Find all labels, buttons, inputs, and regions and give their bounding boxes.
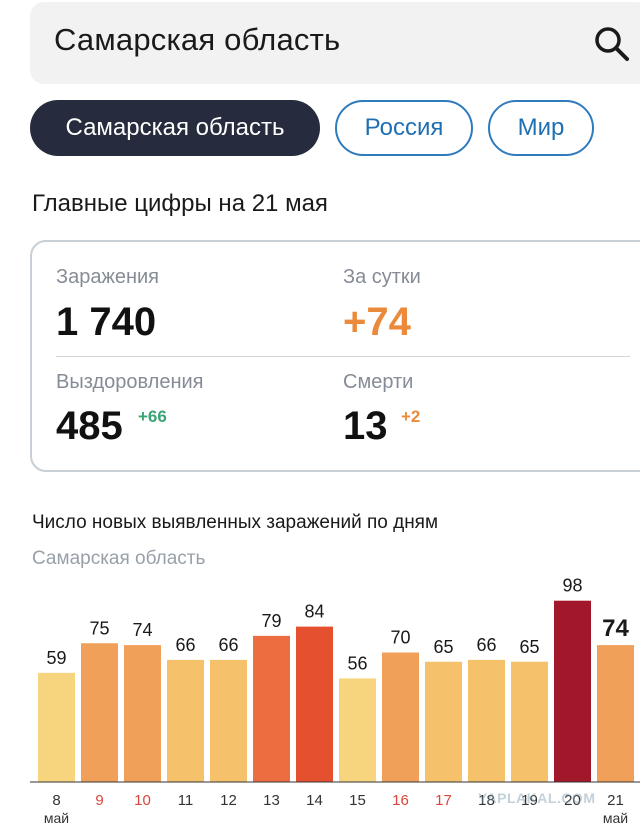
- chart-bar: [210, 659, 247, 782]
- chart-bar: [253, 635, 290, 782]
- chart-bar: [597, 645, 634, 782]
- daily-cases-chart: 598май7597410661166127913841456157016651…: [30, 576, 640, 826]
- deaths-delta: +2: [401, 407, 421, 426]
- x-tick-label: 15: [349, 792, 366, 809]
- recoveries-value: 485: [56, 404, 123, 448]
- chart-bar: [382, 652, 419, 782]
- x-tick-label: 14: [306, 792, 323, 809]
- x-tick-label: 19: [521, 792, 538, 809]
- deaths-value: 13: [343, 404, 388, 448]
- chart-title: Число новых выявленных заражений по дням: [32, 512, 439, 533]
- chart-bar: [167, 659, 204, 782]
- bar-value-label: 56: [347, 653, 367, 673]
- tab-samara-region[interactable]: Самарская область: [30, 100, 320, 156]
- tab-russia[interactable]: Россия: [335, 100, 473, 156]
- search-input[interactable]: Самарская область: [54, 22, 341, 57]
- per-day-label: За сутки: [343, 266, 421, 288]
- recoveries-label: Выздоровления: [56, 371, 204, 393]
- bar-value-label: 84: [304, 602, 324, 622]
- tab-world[interactable]: Мир: [488, 100, 594, 156]
- infections-value: 1 740: [56, 300, 157, 344]
- chart-bar: [554, 600, 591, 782]
- deaths-label: Смерти: [343, 371, 414, 393]
- infections-label: Заражения: [56, 266, 159, 288]
- search-icon[interactable]: [592, 24, 632, 64]
- x-tick-label: 17: [435, 792, 452, 809]
- watermark: YAPLAKAL.COM: [478, 790, 596, 806]
- chart-bar: [38, 672, 75, 782]
- bar-value-label: 59: [46, 648, 66, 668]
- card-divider: [56, 356, 630, 357]
- bar-value-label: 79: [261, 611, 281, 631]
- bar-value-label: 66: [218, 635, 238, 655]
- chart-bar: [339, 678, 376, 782]
- bar-value-label: 74: [602, 615, 629, 642]
- x-tick-label: 16: [392, 792, 409, 809]
- search-bar[interactable]: Самарская область: [30, 2, 640, 84]
- bar-value-label: 66: [175, 635, 195, 655]
- x-tick-label: 8: [52, 792, 60, 809]
- summary-card: [30, 240, 640, 472]
- chart-bar: [124, 645, 161, 782]
- month-label: май: [44, 810, 69, 826]
- bar-value-label: 70: [390, 628, 410, 648]
- bar-value-label: 65: [519, 637, 539, 657]
- chart-bar: [81, 643, 118, 782]
- chart-subtitle: Самарская область: [32, 548, 206, 569]
- bar-value-label: 74: [132, 620, 152, 640]
- bar-value-label: 98: [562, 576, 582, 596]
- x-tick-label: 11: [178, 792, 194, 809]
- x-tick-label: 10: [134, 792, 151, 809]
- chart-bar: [425, 661, 462, 782]
- per-day-value: +74: [343, 300, 411, 344]
- chart-bar: [511, 661, 548, 782]
- x-tick-label: 13: [263, 792, 280, 809]
- bar-value-label: 66: [476, 635, 496, 655]
- x-tick-label: 12: [220, 792, 237, 809]
- summary-heading: Главные цифры на 21 мая: [32, 190, 328, 217]
- x-tick-label: 9: [95, 792, 103, 809]
- x-tick-label: 20: [564, 792, 581, 809]
- bar-value-label: 75: [89, 618, 109, 638]
- chart-bar: [296, 626, 333, 782]
- month-label: май: [603, 810, 628, 826]
- x-tick-label: 21: [607, 792, 624, 809]
- chart-bar: [468, 659, 505, 782]
- bar-value-label: 65: [433, 637, 453, 657]
- x-tick-label: 18: [478, 792, 495, 809]
- recoveries-delta: +66: [138, 407, 167, 426]
